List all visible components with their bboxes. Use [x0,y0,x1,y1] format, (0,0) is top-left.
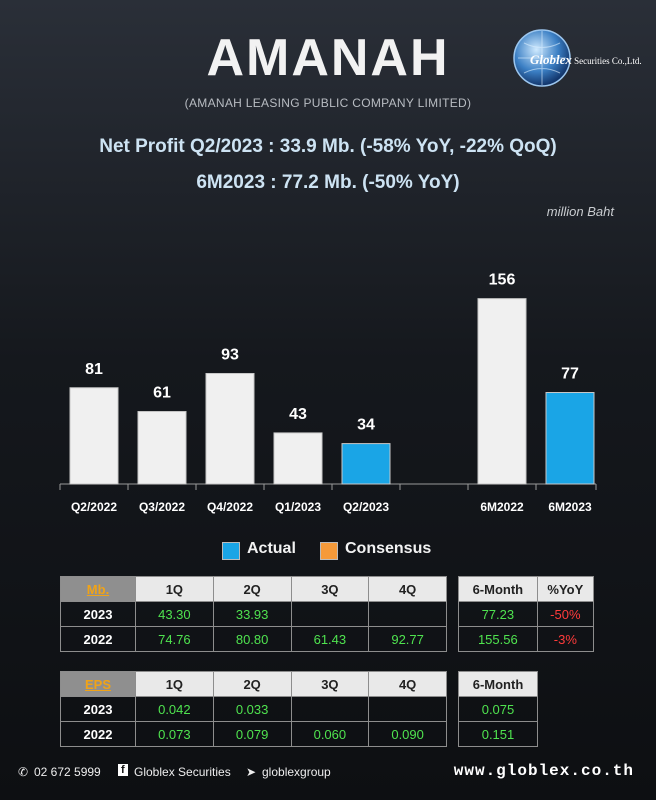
legend-consensus-label: Consensus [345,540,432,557]
table-header-cell: 1Q [135,671,214,697]
table-cell: 61.43 [290,626,370,652]
headline-half-year: 6M2023 : 77.2 Mb. (-50% YoY) [196,172,460,193]
table-cell: 0.151 [458,721,538,747]
telegram-icon: ➤ [246,765,257,779]
table-cell: -50% [536,601,595,627]
table-cell: 92.77 [368,626,447,652]
table-header-cell: 6-Month [458,671,538,697]
table-row: 2022 0.073 0.079 0.060 0.090 [60,721,447,747]
phone-icon: ✆ [18,765,29,779]
bar [341,443,391,485]
page-title: AMANAH [206,29,450,87]
table-header-cell: 4Q [368,671,447,697]
legend-consensus-swatch [320,542,338,560]
table-header-cell: 2Q [212,671,292,697]
x-tick-label: 6M2022 [480,500,524,514]
x-tick-label: Q4/2022 [207,500,253,514]
data-label: 156 [489,272,516,289]
table-key-header: EPS [60,671,136,697]
table-row: 2023 43.30 33.93 [60,601,447,627]
unit-label: million Baht [546,204,614,219]
net-profit-6m-table: 6-Month %YoY 77.23 -50% 155.56 -3% [458,576,595,652]
table-header-row: 6-Month %YoY [458,576,595,602]
x-tick-label: Q1/2023 [275,500,321,514]
table-cell [290,601,370,627]
table-cell [290,696,370,722]
data-label: 34 [357,417,375,434]
table-row-year: 2022 [60,626,136,652]
table-header-cell: %YoY [536,576,595,602]
table-header-cell: 6-Month [458,576,538,602]
table-header-cell: 4Q [368,576,447,602]
table-cell: 33.93 [212,601,292,627]
table-header-row: EPS 1Q 2Q 3Q 4Q [60,671,447,697]
table-cell: 0.060 [290,721,370,747]
table-row-year: 2023 [60,696,136,722]
net-profit-bar-chart: 81 Q2/2022 61 Q3/2022 93 Q4/2022 43 Q1/2023 34 Q2… [59,272,597,514]
legend-actual-label: Actual [247,540,296,557]
table-row: 77.23 -50% [458,601,595,627]
logo-brand: Globlex [530,52,572,67]
table-cell: -3% [536,626,595,652]
net-profit-table: Mb. 1Q 2Q 3Q 4Q 2023 43.30 33.93 2022 74… [60,576,447,652]
table-row: 0.151 [458,721,538,747]
table-cell: 0.090 [368,721,447,747]
table-row: 155.56 -3% [458,626,595,652]
company-full-name: (AMANAH LEASING PUBLIC COMPANY LIMITED) [184,96,472,110]
table-header-cell: 3Q [290,576,370,602]
data-label: 93 [221,346,239,363]
footer-phone[interactable]: 02 672 5999 [34,765,101,779]
table-header-row: Mb. 1Q 2Q 3Q 4Q [60,576,447,602]
data-label: 77 [561,366,579,383]
table-row-year: 2022 [60,721,136,747]
table-key-header: Mb. [60,576,136,602]
table-cell: 0.042 [135,696,214,722]
logo-wordmark: Globlex Securities Co.,Ltd. [530,52,642,68]
globlex-logo-icon [513,29,571,87]
eps-6m-table: 6-Month 0.075 0.151 [458,671,538,747]
headline-quarter: Net Profit Q2/2023 : 33.9 Mb. (-58% YoY,… [99,136,557,157]
table-row: 2023 0.042 0.033 [60,696,447,722]
x-tick-label: Q3/2022 [139,500,185,514]
x-tick-label: Q2/2023 [343,500,389,514]
bar [205,372,255,485]
table-cell [368,696,447,722]
footer-website-link[interactable]: www.globlex.co.th [453,762,634,780]
footer-facebook[interactable]: Globlex Securities [134,765,231,779]
table-cell: 0.075 [458,696,538,722]
bar [273,432,323,485]
logo-suffix: Securities Co.,Ltd. [574,56,642,66]
table-cell: 77.23 [458,601,538,627]
bar [69,387,119,485]
table-cell: 0.073 [135,721,214,747]
table-cell: 43.30 [135,601,214,627]
table-row: 2022 74.76 80.80 61.43 92.77 [60,626,447,652]
table-header-row: 6-Month [458,671,538,697]
table-header-cell: 1Q [135,576,214,602]
data-label: 43 [289,406,307,423]
facebook-icon: f [118,764,128,776]
x-tick-label: Q2/2022 [71,500,117,514]
table-header-cell: 3Q [290,671,370,697]
footer-telegram[interactable]: globlexgroup [262,765,331,779]
table-cell: 0.033 [212,696,292,722]
table-row: 0.075 [458,696,538,722]
table-cell: 74.76 [135,626,214,652]
legend-actual-swatch [222,542,240,560]
table-header-cell: 2Q [212,576,292,602]
table-cell: 155.56 [458,626,538,652]
table-cell: 0.079 [212,721,292,747]
x-tick-label: 6M2023 [548,500,592,514]
bar [137,411,187,485]
bar [545,392,595,485]
eps-table: EPS 1Q 2Q 3Q 4Q 2023 0.042 0.033 2022 0.… [60,671,447,747]
data-label: 81 [85,361,103,378]
table-cell [368,601,447,627]
table-row-year: 2023 [60,601,136,627]
data-label: 61 [153,385,171,402]
bar [477,298,527,485]
table-cell: 80.80 [212,626,292,652]
